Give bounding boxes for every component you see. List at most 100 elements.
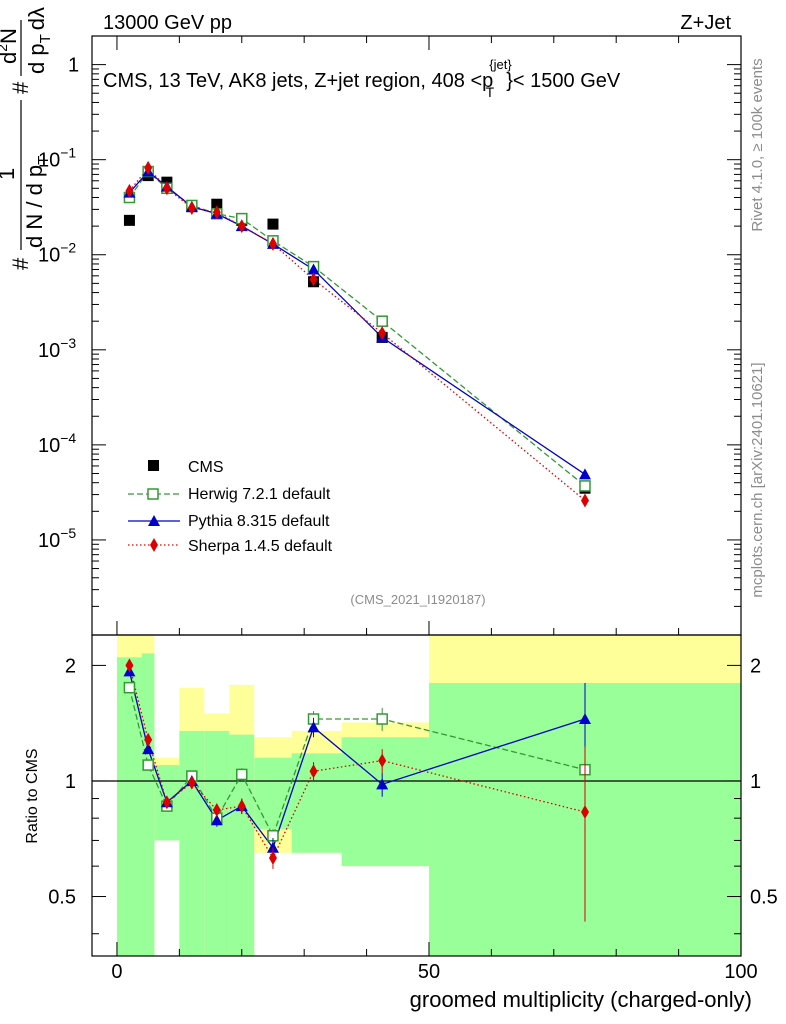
ratio-point-pythia <box>210 814 223 826</box>
band-green-5 <box>229 734 255 956</box>
header-right: Z+Jet <box>680 12 731 34</box>
plot-title-tail: }< 1500 GeV <box>506 70 621 92</box>
plot-frames <box>91 35 742 957</box>
ratio-uncertainty-bands <box>116 635 741 956</box>
main-ytick-label: 1 <box>68 55 79 77</box>
ylabel-num: d <box>0 52 21 64</box>
ratio-point-sherpa <box>580 805 589 820</box>
axis-ticks: 0 50 100 10−5 10−4 10−3 10−2 10−1 1 0.5 0.5 1 1 2 2 <box>38 35 778 983</box>
legend-pythia-label: Pythia 8.315 default <box>188 513 330 530</box>
ratio-point-herwig <box>376 713 388 725</box>
header-left: 13000 GeV pp <box>103 12 232 34</box>
main-point-sherpa <box>268 236 277 251</box>
ratio-point-pythia <box>376 778 389 790</box>
ylabel-hash2: # <box>8 81 33 94</box>
main-line-sherpa <box>128 166 586 501</box>
ratio-point-pythia <box>578 713 591 725</box>
ratio-line-herwig <box>128 687 586 838</box>
main-ytick-label: 10−2 <box>38 240 76 267</box>
main-point-sherpa <box>378 326 387 341</box>
plot-title: CMS, 13 TeV, AK8 jets, Z+jet region, 408… <box>103 57 621 100</box>
ratio-point-sherpa <box>378 753 387 768</box>
ratio-point-sherpa <box>162 795 171 810</box>
main-point-cms <box>211 198 223 210</box>
xlabel: groomed multiplicity (charged-only) <box>410 987 752 1012</box>
ylabel-dl: dλ <box>24 7 49 30</box>
main-ytick-label: 10−3 <box>38 335 76 362</box>
side-label-top: Rivet 4.1.0, ≥ 100k events <box>749 58 766 231</box>
ratio-point-sherpa <box>187 775 196 790</box>
main-line-herwig <box>128 170 586 487</box>
ratio-point-sherpa <box>309 764 318 779</box>
ratio-point-herwig <box>123 681 136 694</box>
ylabel-num-sup: 2 <box>0 44 10 52</box>
main-point-cms <box>267 218 279 230</box>
ylabel-numden-sub: T <box>37 34 54 43</box>
ylabel-den: d N / d p <box>22 165 47 248</box>
ratio-point-herwig <box>236 768 248 781</box>
main-point-sherpa <box>309 272 318 287</box>
band-green-1 <box>141 653 155 956</box>
ratio-ytick-label: 0.5 <box>48 887 76 909</box>
legend-sherpa-marker <box>150 538 158 552</box>
ratio-point-pythia <box>266 841 279 853</box>
ratio-point-herwig <box>142 759 154 771</box>
analysis-id: (CMS_2021_I1920187) <box>350 592 485 607</box>
xtick-label: 100 <box>724 961 757 983</box>
ratio-ytick-label-right: 2 <box>750 655 761 677</box>
main-point-herwig <box>376 315 388 327</box>
main-point-herwig <box>579 480 591 492</box>
ylabel-one: 1 <box>0 168 19 180</box>
ylabel-hash: # <box>8 257 33 270</box>
band-green-8 <box>341 737 429 867</box>
ratio-point-sherpa <box>268 850 277 865</box>
main-ytick-label: 10−1 <box>38 145 76 172</box>
main-point-sherpa <box>580 493 589 508</box>
ratio-line-sherpa <box>128 665 586 860</box>
main-point-sherpa <box>162 181 171 196</box>
ylabel-numden: d p <box>24 43 49 74</box>
main-ytick-label: 10−5 <box>38 525 76 552</box>
ratio-ytick-label: 2 <box>65 655 76 677</box>
legend-pythia-marker <box>148 515 160 526</box>
xtick-label: 50 <box>418 961 440 983</box>
main-point-pythia <box>578 468 591 480</box>
band-green-6 <box>254 757 292 829</box>
main-point-sherpa <box>144 160 153 175</box>
ratio-line-pythia <box>128 671 586 850</box>
ratio-point-pythia <box>142 743 155 755</box>
main-ylabel: # 1 d N / d pT # d2N d pTdλ <box>0 7 54 270</box>
legend-sherpa-label: Sherpa 1.4.5 default <box>188 538 333 555</box>
legend-cms-marker <box>148 460 159 471</box>
plot-title-main: CMS, 13 TeV, AK8 jets, Z+jet region, 408… <box>103 70 493 92</box>
ratio-point-sherpa <box>237 799 246 814</box>
ratio-point-sherpa <box>144 732 153 747</box>
legend-herwig-marker <box>147 488 159 500</box>
main-point-cms <box>123 214 135 226</box>
main-point-pythia <box>307 263 320 275</box>
xtick-label: 0 <box>111 961 122 983</box>
svg-text:d N / d pT: d N / d pT <box>22 156 52 248</box>
main-point-sherpa <box>125 183 134 198</box>
ratio-point-sherpa <box>212 803 221 818</box>
band-green-0 <box>116 657 142 956</box>
legend: CMS Herwig 7.2.1 default Pythia 8.315 de… <box>128 459 333 555</box>
plot-title-sub: T <box>486 84 495 100</box>
ratio-point-sherpa <box>125 658 134 673</box>
main-line-pythia <box>128 170 586 475</box>
ylabel-den-sub: T <box>35 156 52 165</box>
legend-cms-label: CMS <box>188 459 224 476</box>
ratio-ytick-label: 1 <box>65 771 76 793</box>
band-green-3 <box>179 730 205 956</box>
ratio-ytick-label-right: 0.5 <box>750 887 778 909</box>
svg-text:d pTdλ: d pTdλ <box>24 7 54 74</box>
band-green-4 <box>204 730 230 956</box>
main-point-sherpa <box>237 219 246 234</box>
main-point-sherpa <box>212 205 221 220</box>
legend-herwig-label: Herwig 7.2.1 default <box>188 486 331 503</box>
ratio-frame <box>91 634 742 957</box>
ylabel-num-n: N <box>0 28 21 44</box>
ratio-point-pythia <box>307 721 320 733</box>
ratio-ytick-label-right: 1 <box>750 771 761 793</box>
